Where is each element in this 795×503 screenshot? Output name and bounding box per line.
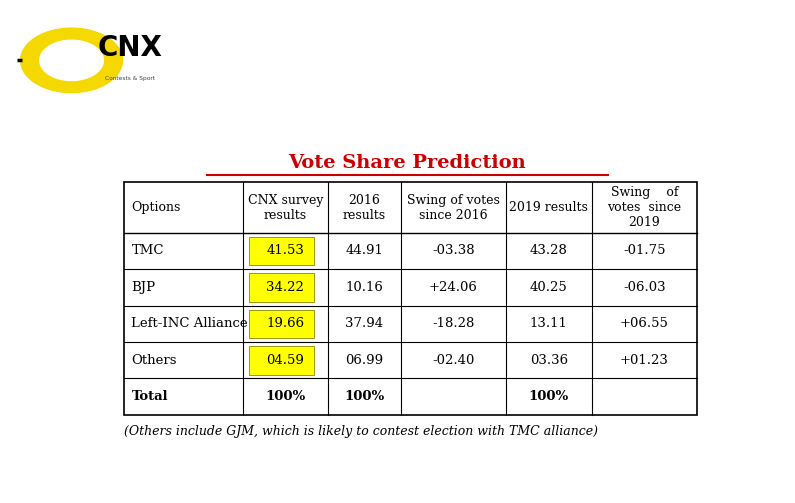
Polygon shape xyxy=(21,28,122,93)
Text: 43.28: 43.28 xyxy=(530,244,568,258)
Text: 41.53: 41.53 xyxy=(266,244,304,258)
Text: CNX survey
results: CNX survey results xyxy=(247,194,323,221)
Text: -03.38: -03.38 xyxy=(432,244,475,258)
Text: 37.94: 37.94 xyxy=(345,317,383,330)
FancyBboxPatch shape xyxy=(250,237,314,266)
Polygon shape xyxy=(40,40,103,80)
Text: +01.23: +01.23 xyxy=(620,354,669,367)
Text: 13.11: 13.11 xyxy=(530,317,568,330)
Text: 04.59: 04.59 xyxy=(266,354,304,367)
Text: 100%: 100% xyxy=(344,390,385,403)
FancyBboxPatch shape xyxy=(250,346,314,375)
FancyBboxPatch shape xyxy=(250,310,314,339)
Text: 03.36: 03.36 xyxy=(529,354,568,367)
Text: BJP: BJP xyxy=(131,281,156,294)
Text: 40.25: 40.25 xyxy=(530,281,568,294)
Text: CNX: CNX xyxy=(98,34,163,62)
Text: +24.06: +24.06 xyxy=(429,281,478,294)
Text: -18.28: -18.28 xyxy=(432,317,475,330)
Text: 34.22: 34.22 xyxy=(266,281,304,294)
Text: Left-INC Alliance: Left-INC Alliance xyxy=(131,317,248,330)
Text: Options: Options xyxy=(131,201,180,214)
Text: 44.91: 44.91 xyxy=(346,244,383,258)
Text: Total: Total xyxy=(131,390,168,403)
Text: 2019 results: 2019 results xyxy=(510,201,588,214)
Text: 100%: 100% xyxy=(529,390,569,403)
Text: -01.75: -01.75 xyxy=(623,244,665,258)
Text: TMC: TMC xyxy=(131,244,164,258)
Text: 100%: 100% xyxy=(266,390,305,403)
Text: 06.99: 06.99 xyxy=(345,354,383,367)
Text: Others: Others xyxy=(131,354,177,367)
Text: Swing    of
votes  since
2019: Swing of votes since 2019 xyxy=(607,186,681,229)
Text: 10.16: 10.16 xyxy=(346,281,383,294)
Text: +06.55: +06.55 xyxy=(620,317,669,330)
Text: Vote Share Prediction: Vote Share Prediction xyxy=(289,154,526,172)
Text: 2016
results: 2016 results xyxy=(343,194,386,221)
Text: 19.66: 19.66 xyxy=(266,317,304,330)
Text: -06.03: -06.03 xyxy=(623,281,665,294)
Text: -02.40: -02.40 xyxy=(432,354,475,367)
Text: Swing of votes
since 2016: Swing of votes since 2016 xyxy=(407,194,500,221)
Text: Contests & Sport: Contests & Sport xyxy=(106,76,155,81)
Text: (Others include GJM, which is likely to contest election with TMC alliance): (Others include GJM, which is likely to … xyxy=(124,425,598,438)
FancyBboxPatch shape xyxy=(250,274,314,302)
